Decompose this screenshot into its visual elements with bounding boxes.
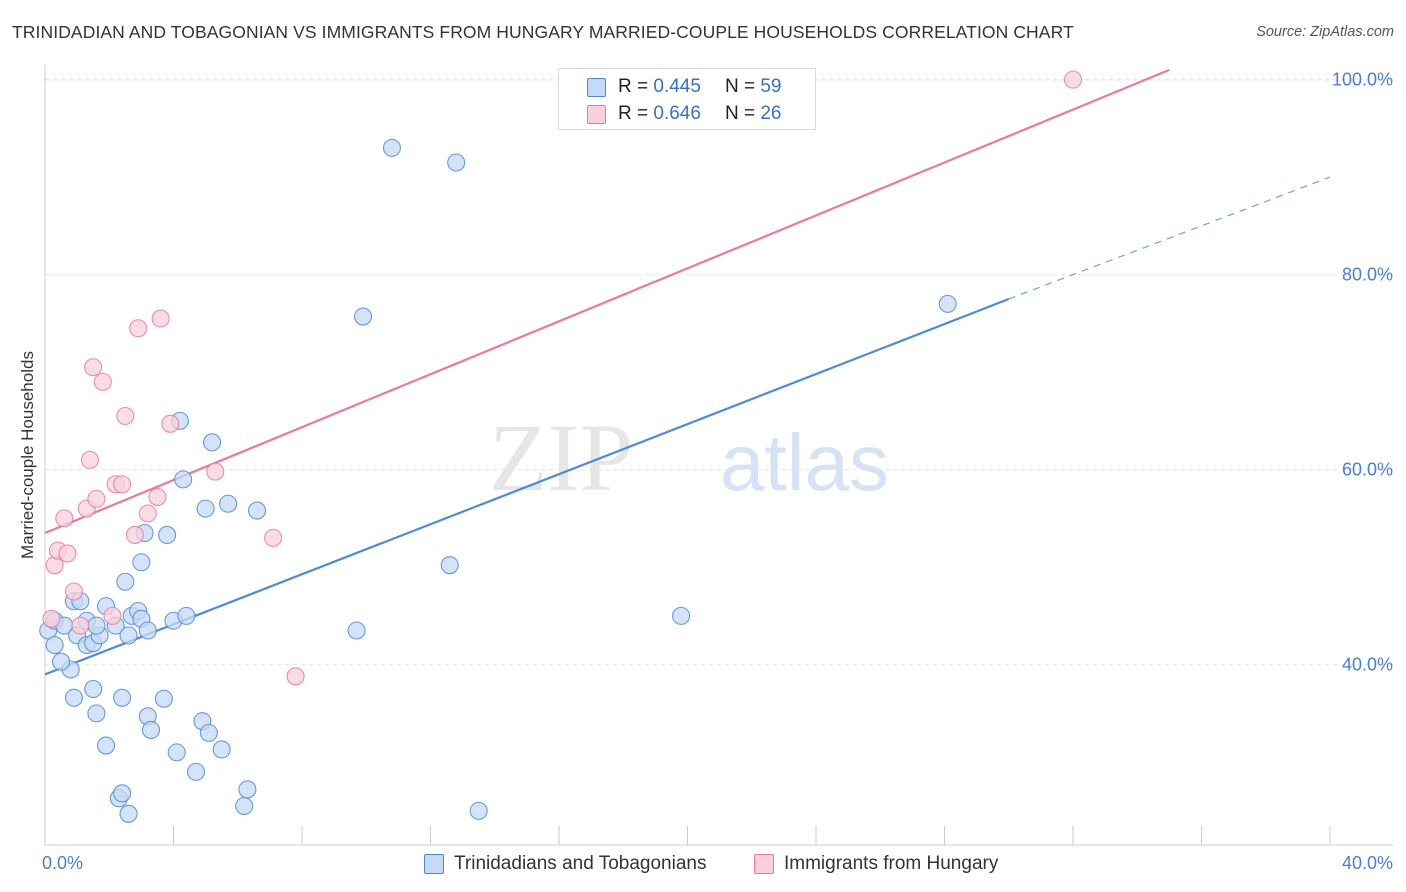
point-hungary bbox=[87, 489, 106, 508]
point-trinidadian bbox=[64, 688, 83, 707]
bottom-legend-swatch-pink bbox=[754, 854, 774, 874]
legend-n-value: 59 bbox=[760, 76, 782, 97]
point-trinidadian bbox=[196, 499, 215, 518]
bottom-legend-label: Immigrants from Hungary bbox=[784, 853, 999, 874]
watermark-atlas: atlas bbox=[720, 418, 889, 507]
axes bbox=[44, 65, 1393, 846]
point-trinidadian bbox=[199, 723, 218, 742]
point-trinidadian bbox=[219, 494, 238, 513]
grid-lines bbox=[45, 79, 1393, 666]
bottom-legend-trinidadian: Trinidadians and Tobagonians bbox=[424, 852, 706, 876]
point-trinidadian bbox=[938, 294, 957, 313]
point-hungary bbox=[1063, 70, 1083, 89]
source-label: Source: ZipAtlas.com bbox=[1256, 24, 1394, 40]
watermark-zip: ZIP bbox=[489, 404, 633, 511]
point-hungary bbox=[84, 358, 103, 377]
point-trinidadian bbox=[119, 626, 138, 645]
point-trinidadian bbox=[52, 652, 71, 671]
point-trinidadian bbox=[353, 307, 373, 326]
point-trinidadian bbox=[87, 616, 106, 635]
point-hungary bbox=[161, 414, 180, 433]
y-tick-label: 60.0% bbox=[1342, 460, 1393, 480]
point-hungary bbox=[148, 487, 167, 506]
point-trinidadian bbox=[203, 433, 222, 452]
trend-line-trinidadian bbox=[44, 297, 1010, 676]
legend-swatch-pink bbox=[587, 104, 606, 124]
y-tick-label: 100.0% bbox=[1332, 70, 1393, 90]
point-trinidadian bbox=[235, 796, 254, 816]
point-trinidadian bbox=[154, 689, 173, 708]
legend-n-label: N = bbox=[724, 76, 756, 97]
point-trinidadian bbox=[84, 679, 103, 699]
point-trinidadian bbox=[186, 762, 206, 781]
legend: R = 0.445 N = 59 R = 0.646 N = 26 bbox=[558, 68, 816, 130]
point-hungary bbox=[55, 509, 74, 528]
chart-title: TRINIDADIAN AND TOBAGONIAN VS IMMIGRANTS… bbox=[12, 22, 1074, 42]
point-trinidadian bbox=[96, 736, 116, 755]
point-trinidadian bbox=[119, 804, 138, 823]
x-tick-label: 0.0% bbox=[42, 853, 83, 873]
point-trinidadian bbox=[132, 553, 151, 572]
point-trinidadian bbox=[382, 138, 402, 157]
point-hungary bbox=[80, 450, 100, 469]
point-trinidadian bbox=[141, 720, 161, 740]
point-hungary bbox=[116, 406, 135, 426]
bottom-legend-label: Trinidadians and Tobagonians bbox=[454, 853, 707, 874]
point-trinidadian bbox=[116, 572, 135, 591]
point-trinidadian bbox=[113, 784, 132, 803]
point-trinidadian bbox=[87, 704, 106, 723]
y-tick-label: 40.0% bbox=[1342, 655, 1393, 675]
legend-r-value: 0.646 bbox=[653, 103, 701, 124]
point-hungary bbox=[71, 616, 90, 635]
legend-r-value: 0.445 bbox=[653, 76, 701, 97]
point-hungary bbox=[286, 667, 305, 686]
trend-line-extension bbox=[1008, 176, 1331, 300]
point-trinidadian bbox=[212, 740, 231, 759]
point-hungary bbox=[103, 606, 122, 625]
point-trinidadian bbox=[469, 801, 488, 820]
data-points bbox=[39, 70, 1083, 823]
bottom-legend-swatch-blue bbox=[424, 854, 444, 874]
bottom-legend-hungary: Immigrants from Hungary bbox=[754, 852, 998, 876]
x-tick-label: 40.0% bbox=[1342, 853, 1393, 873]
point-trinidadian bbox=[113, 688, 132, 707]
legend-row-trinidadian: R = 0.445 N = 59 bbox=[587, 75, 781, 99]
y-tick-label: 80.0% bbox=[1342, 265, 1393, 285]
point-trinidadian bbox=[174, 470, 193, 489]
legend-swatch-blue bbox=[587, 77, 606, 97]
point-hungary bbox=[93, 372, 112, 391]
point-hungary bbox=[206, 462, 225, 481]
legend-r-label: R = bbox=[618, 76, 649, 97]
point-trinidadian bbox=[167, 743, 186, 762]
legend-row-hungary: R = 0.646 N = 26 bbox=[587, 102, 781, 126]
point-hungary bbox=[129, 319, 148, 338]
point-hungary bbox=[64, 582, 83, 601]
point-hungary bbox=[125, 525, 144, 545]
watermark: ZIP atlas bbox=[489, 404, 889, 511]
point-trinidadian bbox=[440, 556, 459, 575]
point-trinidadian bbox=[447, 153, 466, 172]
legend-n-value: 26 bbox=[760, 103, 782, 124]
trend-line-hungary bbox=[44, 68, 1170, 535]
point-trinidadian bbox=[238, 780, 257, 799]
point-hungary bbox=[138, 504, 157, 523]
point-trinidadian bbox=[177, 606, 196, 625]
point-trinidadian bbox=[247, 501, 267, 520]
legend-r-label: R = bbox=[618, 103, 649, 124]
point-trinidadian bbox=[45, 636, 64, 655]
point-trinidadian bbox=[158, 525, 177, 545]
point-trinidadian bbox=[138, 621, 157, 640]
tick-labels: 40.0% 60.0% 80.0% 100.0% 0.0% 40.0% bbox=[42, 70, 1393, 873]
point-hungary bbox=[151, 309, 170, 328]
trend-lines bbox=[44, 68, 1331, 676]
legend-n-label: N = bbox=[724, 103, 756, 124]
point-hungary bbox=[58, 544, 77, 563]
point-trinidadian bbox=[347, 621, 366, 640]
point-hungary bbox=[264, 528, 283, 547]
point-trinidadian bbox=[672, 606, 691, 625]
point-hungary bbox=[42, 609, 61, 628]
point-hungary bbox=[113, 475, 132, 494]
